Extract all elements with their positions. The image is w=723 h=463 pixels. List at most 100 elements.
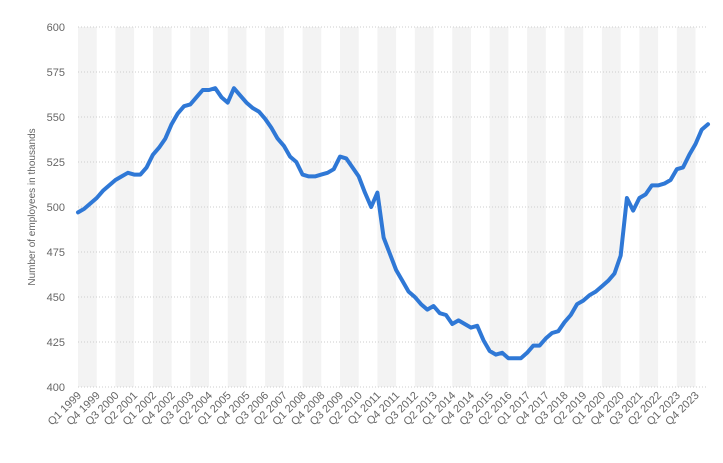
- y-tick-label: 525: [47, 157, 65, 169]
- data-point: [425, 308, 429, 312]
- data-point: [500, 351, 504, 355]
- data-point: [269, 126, 273, 130]
- data-point: [637, 196, 641, 200]
- data-point: [294, 160, 298, 164]
- data-point: [556, 329, 560, 333]
- data-point: [95, 196, 99, 200]
- data-point: [301, 173, 305, 177]
- y-tick-label: 400: [47, 382, 65, 394]
- data-point: [107, 183, 111, 187]
- data-point: [700, 128, 704, 132]
- data-point: [201, 88, 205, 92]
- data-point: [219, 95, 223, 99]
- data-point: [450, 322, 454, 326]
- data-point: [394, 268, 398, 272]
- y-tick-label: 550: [47, 112, 65, 124]
- data-point: [587, 293, 591, 297]
- data-point: [288, 155, 292, 159]
- data-point: [145, 165, 149, 169]
- data-point: [313, 174, 317, 178]
- data-point: [494, 353, 498, 357]
- series-line: [76, 86, 710, 361]
- data-point: [101, 189, 105, 193]
- data-point: [170, 122, 174, 126]
- data-point: [694, 142, 698, 146]
- data-point: [132, 173, 136, 177]
- data-point: [207, 88, 211, 92]
- data-point: [519, 356, 523, 360]
- data-point: [76, 210, 80, 214]
- data-point: [113, 178, 117, 182]
- background-band: [377, 27, 397, 387]
- y-tick-label: 450: [47, 292, 65, 304]
- data-point: [631, 209, 635, 213]
- data-point: [681, 165, 685, 169]
- data-point: [263, 117, 267, 121]
- data-point: [195, 95, 199, 99]
- data-point: [400, 279, 404, 283]
- background-band: [414, 27, 434, 387]
- data-point: [363, 191, 367, 195]
- background-band: [115, 27, 135, 387]
- data-point: [282, 144, 286, 148]
- data-point: [600, 284, 604, 288]
- data-point: [213, 86, 217, 90]
- data-point: [644, 192, 648, 196]
- data-point: [432, 304, 436, 308]
- data-point: [188, 102, 192, 106]
- data-point: [650, 183, 654, 187]
- data-point: [126, 171, 130, 175]
- data-point: [338, 155, 342, 159]
- data-point: [163, 137, 167, 141]
- data-point: [563, 320, 567, 324]
- data-point: [138, 173, 142, 177]
- data-point: [276, 137, 280, 141]
- data-point: [176, 111, 180, 115]
- data-point: [82, 207, 86, 211]
- data-point: [475, 324, 479, 328]
- background-band: [489, 27, 509, 387]
- data-point: [538, 344, 542, 348]
- data-point: [419, 302, 423, 306]
- data-point: [456, 318, 460, 322]
- data-point: [550, 331, 554, 335]
- data-point: [531, 344, 535, 348]
- background-band: [676, 27, 696, 387]
- data-point: [307, 174, 311, 178]
- data-point: [407, 290, 411, 294]
- data-point: [463, 322, 467, 326]
- data-point: [575, 302, 579, 306]
- data-point: [238, 93, 242, 97]
- background-band: [601, 27, 621, 387]
- data-point: [619, 254, 623, 258]
- data-point: [326, 171, 330, 175]
- data-point: [444, 313, 448, 317]
- data-point: [332, 167, 336, 171]
- data-point: [369, 205, 373, 209]
- background-band: [302, 27, 322, 387]
- data-point: [506, 356, 510, 360]
- data-point: [488, 349, 492, 353]
- data-point: [244, 101, 248, 105]
- data-point: [656, 183, 660, 187]
- background-band: [190, 27, 209, 387]
- data-point: [525, 351, 529, 355]
- y-tick-labels: 400 425 450 475 500 525 550 575 600: [47, 22, 65, 394]
- y-axis-label: Number of employees in thousands: [27, 128, 38, 285]
- data-point: [182, 104, 186, 108]
- data-point: [687, 153, 691, 157]
- data-point: [357, 174, 361, 178]
- data-point: [662, 182, 666, 186]
- data-point: [469, 326, 473, 330]
- data-point: [157, 146, 161, 150]
- alternating-bands: [78, 27, 696, 387]
- data-point: [675, 167, 679, 171]
- data-point: [612, 272, 616, 276]
- data-point: [344, 156, 348, 160]
- data-point: [319, 173, 323, 177]
- data-point: [625, 196, 629, 200]
- data-point: [88, 201, 92, 205]
- data-point: [251, 106, 255, 110]
